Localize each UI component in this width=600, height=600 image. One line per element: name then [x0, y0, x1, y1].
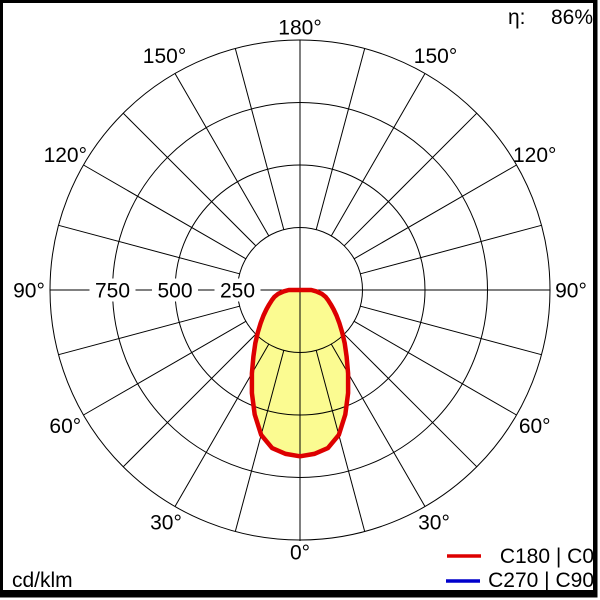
radial-tick-halo	[89, 278, 136, 302]
grid-radial-line	[315, 350, 366, 532]
efficiency-label: η:	[508, 6, 526, 29]
grid-radial-line	[58, 224, 240, 275]
curve-c180-c0	[249, 287, 351, 459]
grid-radial-line	[234, 48, 285, 230]
grid-radial-line	[330, 73, 426, 237]
grid-radial-line	[315, 48, 366, 230]
grid-radial-line	[360, 305, 542, 356]
unit-label: cd/klm	[12, 569, 73, 592]
radial-tick-label: 750	[95, 280, 130, 303]
radial-tick-label: 500	[157, 280, 192, 303]
grid-radial-line	[353, 320, 517, 416]
radial-tick-halo	[152, 278, 198, 302]
angle-label: 90°	[555, 280, 587, 303]
efficiency-value: 86%	[551, 6, 593, 29]
angle-labels: 180° 150° 150° 120° 120° 90° 90° 60° 60° 30° 30° 0°	[13, 17, 587, 565]
grid-radial-line	[58, 305, 240, 356]
angle-label: 30°	[418, 512, 450, 535]
grid-radial-line	[174, 73, 270, 237]
grid-radial-line	[343, 333, 478, 468]
radial-tick-labels: 750 500 250	[89, 278, 261, 303]
angle-label: 30°	[150, 512, 182, 535]
angle-label: 150°	[414, 45, 457, 68]
angle-label: 150°	[143, 45, 186, 68]
legend-label-c0: C180 | C0	[500, 545, 594, 568]
angle-label: 60°	[519, 415, 551, 438]
grid-radial-line	[122, 112, 257, 247]
grid-radial-line	[122, 333, 257, 468]
radial-tick-halo	[214, 278, 261, 302]
grid-radial-line	[343, 112, 478, 247]
radial-tick-label: 250	[220, 280, 255, 303]
angle-label: 90°	[13, 280, 45, 303]
legend-label-c90: C270 | C90	[488, 569, 594, 592]
angle-label: 120°	[513, 144, 556, 167]
grid-radial-line	[353, 164, 517, 260]
grid-radial-line	[83, 164, 247, 260]
angle-label: 120°	[44, 144, 87, 167]
grid-radial-line	[83, 320, 247, 416]
grid-radial-line	[234, 350, 285, 532]
legend: C180 | C0 C270 | C90	[446, 545, 594, 592]
angle-label: 0°	[290, 542, 310, 565]
angle-label: 180°	[278, 17, 321, 40]
angle-label: 60°	[49, 415, 81, 438]
grid-radial-line	[360, 224, 542, 275]
